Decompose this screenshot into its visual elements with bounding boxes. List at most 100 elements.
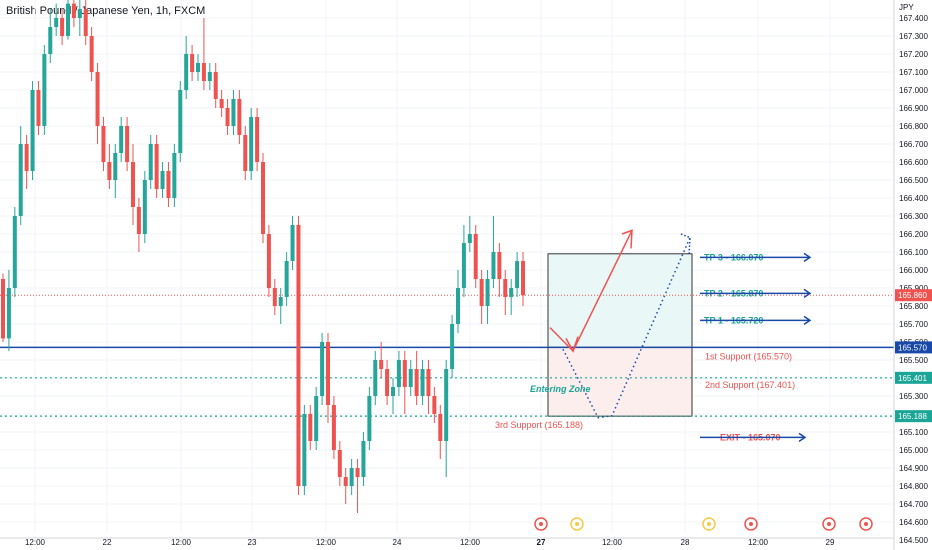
x-axis-tick: 23 (248, 538, 257, 547)
candle-body (131, 162, 135, 207)
annotation-label: 3rd Support (165.188) (495, 420, 583, 430)
target-arrowhead (798, 432, 807, 443)
candle-body (190, 54, 195, 72)
candle-body (509, 288, 514, 297)
candle-body (420, 369, 425, 396)
candle-body (66, 3, 70, 37)
globe-icon-center (749, 522, 753, 526)
entering-zone-box (547, 346, 693, 417)
x-axis-tick: 24 (393, 538, 402, 547)
candle-body (201, 63, 206, 81)
y-axis-tick: 164.700 (899, 500, 928, 509)
x-axis-tick: 28 (681, 538, 690, 547)
candle-body (349, 468, 354, 486)
candle-body (136, 207, 141, 234)
candle-body (213, 72, 218, 99)
y-axis-tick: 165.700 (899, 320, 928, 329)
candle-body (148, 144, 153, 180)
trade-path-arrowhead (565, 336, 579, 353)
candle-body (83, 9, 88, 36)
projected-path-arrowhead (680, 233, 691, 256)
target-arrowhead (803, 252, 812, 263)
y-axis-currency: JPY (899, 3, 914, 12)
candle-body (142, 180, 147, 234)
x-axis-tick: 22 (103, 538, 112, 547)
y-axis-tick: 166.100 (899, 248, 928, 257)
candle-body (314, 396, 319, 441)
y-axis-tick: 165.500 (899, 356, 928, 365)
y-axis-tick: 167.100 (899, 68, 928, 77)
candle-body (113, 153, 118, 180)
annotation-label: Entering Zone (530, 384, 591, 394)
candle-body (160, 171, 165, 189)
candle-body (60, 18, 65, 36)
candle-body (266, 234, 271, 288)
y-axis-tick: 164.800 (899, 482, 928, 491)
candle-body (95, 72, 100, 126)
candle-body (71, 3, 76, 18)
y-axis-tick: 166.600 (899, 158, 928, 167)
price-tag-label: 165.401 (898, 374, 927, 383)
candle-body (337, 450, 342, 477)
y-axis-tick: 165.900 (899, 284, 928, 293)
candle-body (290, 225, 295, 261)
y-axis-tick: 166.200 (899, 230, 928, 239)
candle-body (1, 279, 5, 339)
candle-body (172, 153, 177, 198)
candle-body (36, 90, 41, 126)
price-tag (895, 289, 932, 302)
y-axis-tick: 166.800 (899, 122, 928, 131)
y-axis-tick: 167.400 (899, 14, 928, 23)
x-axis-tick: 12:00 (316, 538, 337, 547)
y-axis-tick: 167.200 (899, 50, 928, 59)
candle-body (373, 360, 378, 396)
y-axis-tick: 164.500 (899, 536, 928, 545)
candle-body (54, 18, 59, 27)
candle-body (461, 243, 466, 288)
candle-body (326, 342, 330, 405)
candle-body (243, 135, 248, 171)
candle-body (261, 162, 265, 234)
candle-body (367, 396, 372, 441)
x-axis-tick: 12:00 (25, 538, 46, 547)
y-axis-tick: 166.900 (899, 104, 928, 113)
x-axis-tick: 12:00 (748, 538, 769, 547)
candle-body (426, 369, 431, 396)
candle-body (125, 126, 130, 162)
target-arrowhead (803, 315, 812, 326)
candle-body (178, 90, 183, 153)
candle-body (497, 252, 502, 279)
candle-body (515, 261, 520, 288)
flag-icon-center (827, 522, 831, 526)
candle-body (154, 144, 159, 189)
candle-body (343, 477, 348, 486)
candle-body (473, 234, 478, 279)
candle-body (396, 360, 401, 387)
candle-body (361, 441, 366, 477)
candle-body (42, 54, 47, 126)
target-arrowhead (803, 288, 812, 299)
price-tag (895, 410, 932, 423)
y-axis-tick: 167.300 (899, 32, 928, 41)
candle-body (24, 144, 29, 171)
candle-body (249, 117, 254, 171)
x-axis-tick: 27 (537, 538, 546, 547)
y-axis-tick: 164.900 (899, 464, 928, 473)
candle-body (207, 72, 212, 81)
candle-body (18, 144, 23, 216)
candle-body (521, 261, 525, 296)
candle-body (166, 171, 171, 198)
flag-icon-center (539, 522, 543, 526)
candle-body (30, 90, 35, 171)
candle-body (302, 414, 307, 486)
candle-body (456, 288, 460, 324)
y-axis-tick: 166.400 (899, 194, 928, 203)
trade-path-arrowhead (621, 229, 633, 249)
y-axis-tick: 166.000 (899, 266, 928, 275)
candle-body (231, 99, 236, 126)
candle-body (391, 387, 395, 396)
sun-icon-center (707, 522, 711, 526)
y-axis-tick: 164.600 (899, 518, 928, 527)
take-profit-zone (547, 253, 693, 348)
